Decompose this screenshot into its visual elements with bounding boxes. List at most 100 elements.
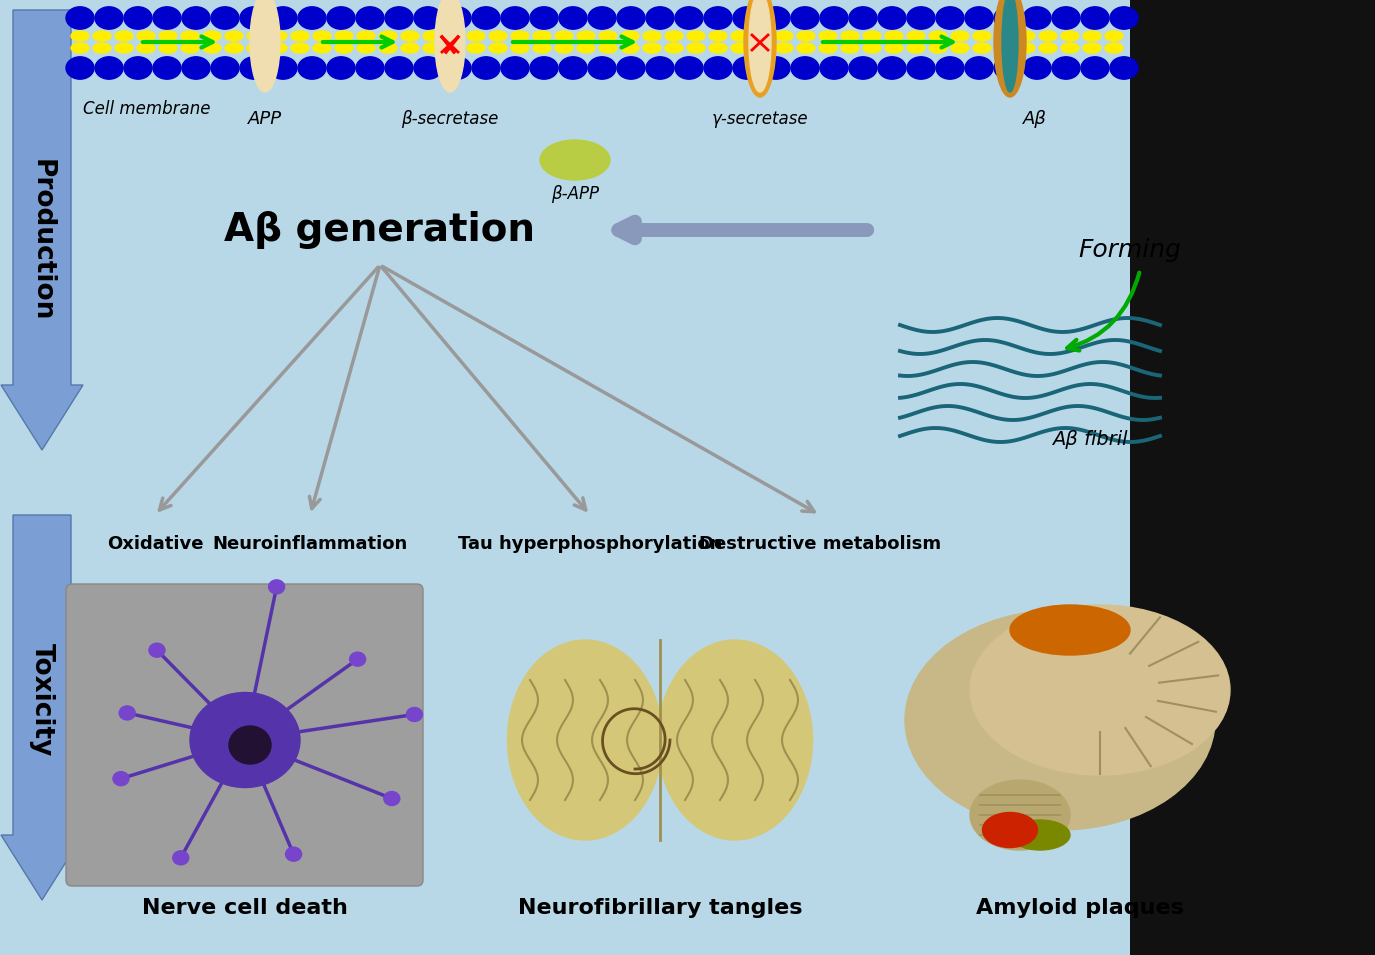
Ellipse shape	[704, 56, 732, 79]
Ellipse shape	[384, 792, 400, 805]
Ellipse shape	[936, 56, 964, 79]
Ellipse shape	[644, 31, 661, 41]
Ellipse shape	[644, 43, 661, 53]
Ellipse shape	[556, 43, 573, 53]
Ellipse shape	[380, 43, 397, 53]
Ellipse shape	[446, 31, 463, 41]
FancyBboxPatch shape	[66, 584, 424, 886]
Ellipse shape	[349, 652, 366, 667]
Ellipse shape	[951, 43, 969, 53]
Ellipse shape	[94, 43, 111, 53]
Ellipse shape	[500, 7, 529, 30]
Ellipse shape	[226, 43, 243, 53]
Ellipse shape	[94, 31, 111, 41]
Ellipse shape	[173, 851, 188, 865]
Text: Aβ: Aβ	[1023, 110, 1046, 128]
Ellipse shape	[248, 43, 265, 53]
Ellipse shape	[380, 31, 397, 41]
Ellipse shape	[994, 0, 1026, 97]
Ellipse shape	[292, 43, 309, 53]
Ellipse shape	[356, 7, 384, 30]
Text: APP: APP	[248, 110, 282, 128]
Ellipse shape	[298, 7, 326, 30]
Ellipse shape	[512, 31, 529, 41]
Ellipse shape	[327, 7, 355, 30]
Text: Destructive metabolism: Destructive metabolism	[698, 535, 940, 553]
Ellipse shape	[930, 31, 947, 41]
Ellipse shape	[529, 56, 558, 79]
Ellipse shape	[1106, 43, 1123, 53]
Ellipse shape	[936, 7, 964, 30]
Ellipse shape	[710, 43, 727, 53]
Text: Tau hyperphosphorylation: Tau hyperphosphorylation	[458, 535, 722, 553]
Ellipse shape	[775, 31, 793, 41]
Ellipse shape	[688, 43, 705, 53]
Ellipse shape	[1081, 7, 1110, 30]
Ellipse shape	[1110, 7, 1138, 30]
Ellipse shape	[617, 7, 645, 30]
Ellipse shape	[138, 31, 155, 41]
Ellipse shape	[732, 43, 749, 53]
Ellipse shape	[732, 31, 749, 41]
Ellipse shape	[974, 43, 991, 53]
Text: Neuroinflammation: Neuroinflammation	[212, 535, 407, 553]
Ellipse shape	[270, 56, 297, 79]
Ellipse shape	[490, 31, 507, 41]
Ellipse shape	[965, 7, 993, 30]
Ellipse shape	[588, 7, 616, 30]
Ellipse shape	[908, 56, 935, 79]
Ellipse shape	[762, 7, 791, 30]
Ellipse shape	[864, 31, 881, 41]
Ellipse shape	[996, 43, 1013, 53]
Ellipse shape	[424, 43, 441, 53]
Text: β-APP: β-APP	[551, 185, 600, 203]
Ellipse shape	[230, 726, 271, 764]
Ellipse shape	[969, 780, 1070, 850]
Ellipse shape	[994, 7, 1022, 30]
Text: β-secretase: β-secretase	[402, 110, 499, 128]
Ellipse shape	[1011, 820, 1070, 850]
Ellipse shape	[153, 7, 182, 30]
Ellipse shape	[1018, 43, 1035, 53]
Ellipse shape	[148, 643, 165, 657]
Ellipse shape	[1110, 56, 1138, 79]
Ellipse shape	[886, 31, 903, 41]
Ellipse shape	[468, 43, 485, 53]
Ellipse shape	[646, 7, 674, 30]
Ellipse shape	[1040, 43, 1057, 53]
Ellipse shape	[1023, 7, 1050, 30]
Ellipse shape	[578, 43, 595, 53]
Ellipse shape	[210, 7, 239, 30]
Ellipse shape	[908, 31, 925, 41]
Ellipse shape	[820, 56, 848, 79]
Ellipse shape	[270, 7, 297, 30]
Ellipse shape	[798, 43, 815, 53]
Text: Nerve cell death: Nerve cell death	[142, 898, 348, 918]
Ellipse shape	[974, 31, 991, 41]
Ellipse shape	[1052, 7, 1079, 30]
Ellipse shape	[588, 56, 616, 79]
Ellipse shape	[182, 31, 199, 41]
Ellipse shape	[905, 610, 1216, 830]
Ellipse shape	[116, 43, 133, 53]
Ellipse shape	[298, 56, 326, 79]
Ellipse shape	[622, 43, 639, 53]
Ellipse shape	[241, 7, 268, 30]
Text: Cell membrane: Cell membrane	[82, 100, 210, 118]
Text: Forming: Forming	[1078, 238, 1181, 262]
Ellipse shape	[160, 43, 177, 53]
Ellipse shape	[226, 31, 243, 41]
Ellipse shape	[385, 7, 412, 30]
Ellipse shape	[472, 7, 500, 30]
Ellipse shape	[1084, 31, 1101, 41]
Ellipse shape	[675, 56, 703, 79]
Ellipse shape	[443, 7, 472, 30]
Ellipse shape	[534, 43, 551, 53]
Ellipse shape	[969, 605, 1231, 775]
Ellipse shape	[507, 640, 663, 840]
Ellipse shape	[402, 43, 419, 53]
Ellipse shape	[908, 43, 925, 53]
Ellipse shape	[733, 56, 760, 79]
Ellipse shape	[314, 31, 331, 41]
Ellipse shape	[270, 31, 287, 41]
